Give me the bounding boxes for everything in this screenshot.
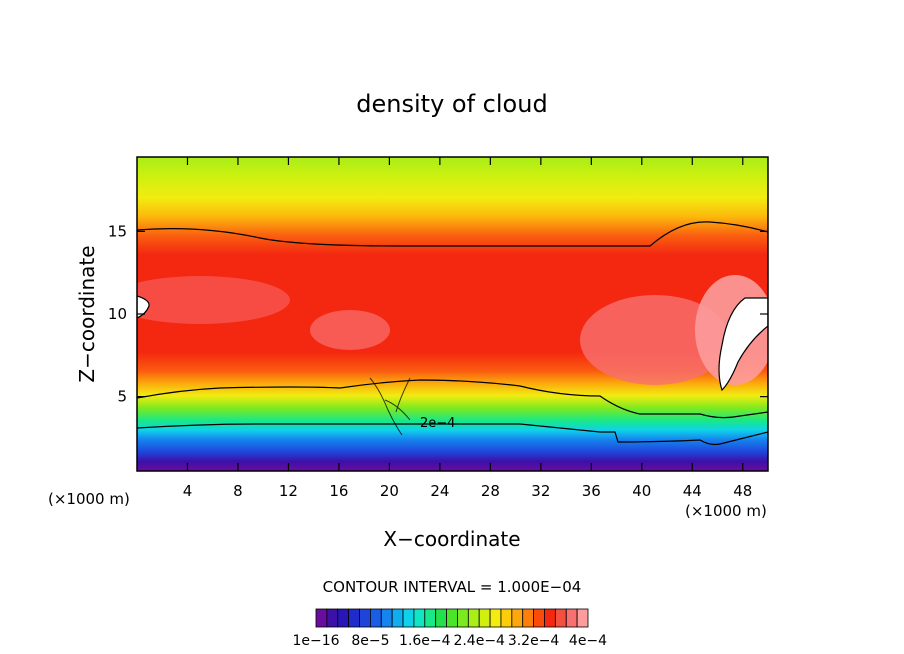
colorbar-label: 4e−4: [569, 633, 607, 649]
x-tick-label: 44: [683, 482, 702, 500]
colorbar-swatch: [435, 608, 447, 628]
mid-pink-region: [310, 310, 390, 350]
colorbar-swatch: [391, 608, 404, 628]
colorbar-swatch: [369, 608, 382, 628]
colorbar-swatch: [359, 608, 371, 628]
colorbar-swatch: [533, 608, 545, 628]
chart-title: density of cloud: [356, 90, 547, 118]
y-tick-label: 5: [117, 388, 127, 406]
colorbar-swatch: [554, 608, 567, 628]
x-tick-label: 32: [531, 482, 550, 500]
colorbar: [315, 608, 589, 628]
colorbar-swatch: [315, 608, 328, 628]
upper-pink-region: [137, 276, 290, 324]
colorbar-label: 3.2e−4: [508, 633, 560, 649]
colorbar-swatch: [326, 608, 339, 628]
plot-area: [137, 157, 768, 471]
colorbar-swatch: [446, 608, 458, 628]
colorbar-swatch: [402, 608, 415, 628]
y-axis-ticks: 5 10 15: [108, 222, 768, 406]
x-axis-label: X−coordinate: [383, 527, 520, 551]
convective-plume: [369, 377, 411, 436]
colorbar-swatch: [337, 608, 350, 628]
colorbar-swatch: [424, 608, 437, 628]
x-tick-label: 4: [183, 482, 193, 500]
x-tick-label: 48: [733, 482, 752, 500]
contour-line-bottom: [137, 423, 768, 446]
y-tick-label: 15: [108, 222, 127, 240]
colorbar-swatch: [380, 608, 393, 628]
x-tick-label: 24: [430, 482, 449, 500]
colorbar-swatch: [544, 608, 556, 628]
x-unit-left: (×1000 m): [48, 490, 130, 508]
colorbar-swatch: [522, 608, 534, 628]
x-tick-label: 28: [481, 482, 500, 500]
colorbar-label: 2.4e−4: [453, 633, 505, 649]
y-axis-label: Z−coordinate: [75, 245, 99, 382]
colorbar-swatch: [565, 608, 578, 628]
colorbar-swatch: [457, 608, 469, 628]
colorbar-swatch: [500, 608, 513, 628]
x-tick-label: 20: [380, 482, 399, 500]
colorbar-swatch: [413, 608, 426, 628]
x-tick-label: 16: [329, 482, 348, 500]
colorbar-label: 1e−16: [292, 633, 339, 649]
y-tick-label: 10: [108, 305, 127, 323]
x-tick-label: 40: [632, 482, 651, 500]
x-tick-label: 36: [582, 482, 601, 500]
contour-line-upper: [137, 221, 768, 247]
colorbar-label: 1.6e−4: [399, 633, 451, 649]
colorbar-swatch: [348, 608, 360, 628]
colorbar-label: 8e−5: [351, 633, 389, 649]
right-pink-region: [580, 295, 730, 385]
contour-label: 2e−4: [420, 416, 455, 431]
x-axis-ticks: 4 8 12 16 20 24 28 32 36 40 44 48: [183, 157, 752, 500]
colorbar-swatch: [489, 608, 502, 628]
colorbar-swatch: [467, 608, 480, 628]
white-region-right: [718, 297, 768, 392]
white-region-left: [137, 295, 150, 319]
colorbar-swatch: [478, 608, 491, 628]
colorbar-swatch: [576, 608, 589, 628]
colorbar-swatch: [511, 608, 524, 628]
contour-line-lower: [137, 379, 768, 419]
x-unit-right: (×1000 m): [685, 502, 767, 520]
colorbar-labels: 1e−16 8e−5 1.6e−4 2.4e−4 3.2e−4 4e−4: [292, 633, 607, 649]
x-tick-label: 12: [279, 482, 298, 500]
contour-interval-text: CONTOUR INTERVAL = 1.000E−04: [323, 578, 582, 596]
x-tick-label: 8: [233, 482, 243, 500]
